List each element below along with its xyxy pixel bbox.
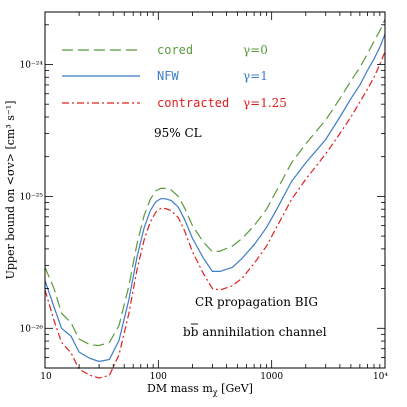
channel-suffix: annihilation channel <box>198 325 326 339</box>
x-tick-label: 10⁴ <box>373 372 388 382</box>
y-tick-label: 10⁻²⁶ <box>20 324 44 334</box>
legend-gamma-nfw: γ=1 <box>243 69 268 83</box>
svg-text:bb annihilation channel: bb annihilation channel <box>183 325 327 339</box>
confidence-level-label: 95% CL <box>154 126 202 140</box>
legend-label-contracted: contracted <box>157 96 229 110</box>
x-axis-title: DM mass mχ [GeV] <box>147 382 253 397</box>
tick-layer: 10 100 1000 10⁴ 10⁻²⁶ 10⁻²⁵ 10⁻²⁴ <box>20 12 388 382</box>
plot-frame <box>44 11 386 369</box>
legend-gamma-contracted: γ=1.25 <box>243 96 287 110</box>
x-tick-label: 100 <box>150 372 167 382</box>
series-line-nfw <box>44 33 386 363</box>
legend-label-nfw: NFW <box>157 69 179 83</box>
legend: cored γ=0 NFW γ=1 contracted γ=1.25 <box>62 43 287 110</box>
propagation-label: CR propagation BIG <box>195 295 318 309</box>
channel-quark-b: b <box>183 325 191 339</box>
x-tick-label: 10 <box>40 372 52 382</box>
series-line-cored <box>44 19 386 347</box>
y-tick-label: 10⁻²⁴ <box>20 60 44 70</box>
series-layer <box>44 19 386 379</box>
series-line-contracted <box>44 51 386 379</box>
x-tick-label: 1000 <box>260 372 283 382</box>
y-tick-label: 10⁻²⁵ <box>20 192 44 202</box>
y-axis-title: Upper bound on <σv> [cm³ s⁻¹] <box>4 101 17 280</box>
legend-label-cored: cored <box>157 43 193 57</box>
legend-gamma-cored: γ=0 <box>243 43 268 57</box>
channel-antiquark-b: b <box>191 325 199 339</box>
channel-label: bb annihilation channel <box>183 323 327 339</box>
